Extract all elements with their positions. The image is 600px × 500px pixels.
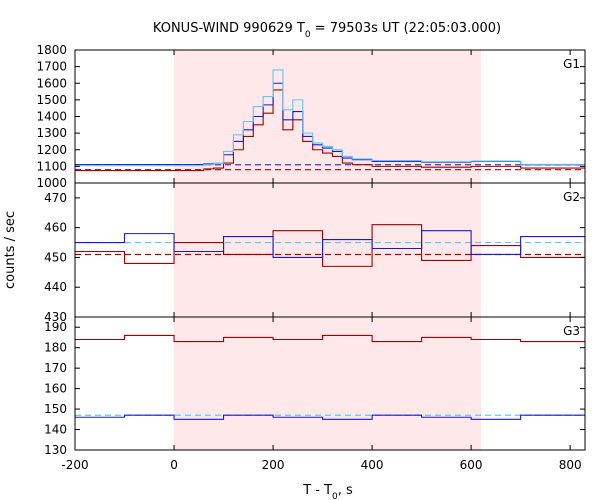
tick-layer: 1000110012001300140015001600170018004304… bbox=[36, 43, 585, 472]
chart-title-tail: = 79503s UT (22:05:03.000) bbox=[311, 21, 501, 36]
chart-title-sub: 0 bbox=[305, 30, 311, 40]
x-tick-label--200: -200 bbox=[61, 458, 88, 472]
y-axis-title: counts / sec bbox=[3, 211, 18, 289]
panel-3-y-tick-label-140: 140 bbox=[44, 423, 67, 437]
chart-title: KONUS-WIND 990629 T0 = 79503s UT (22:05:… bbox=[153, 21, 501, 40]
x-tick-label-200: 200 bbox=[262, 458, 285, 472]
panel-3-y-tick-label-190: 190 bbox=[44, 320, 67, 334]
panel-2-label: G2 bbox=[563, 190, 580, 204]
highlight-layer bbox=[174, 50, 482, 450]
panel-2-series-red bbox=[75, 224, 585, 267]
panel-3-frame bbox=[74, 316, 586, 451]
panel-3-y-tick-label-150: 150 bbox=[44, 402, 67, 416]
x-axis-title-main: T - T bbox=[302, 483, 332, 498]
panel-3-series-red bbox=[75, 334, 585, 343]
panel-3-y-tick-label-170: 170 bbox=[44, 361, 67, 375]
panel-2-y-tick-label-470: 470 bbox=[44, 191, 67, 205]
panel-1-y-tick-label-1300: 1300 bbox=[36, 126, 67, 140]
panel-3-label: G3 bbox=[563, 324, 580, 338]
panel-2-y-tick-label-440: 440 bbox=[44, 280, 67, 294]
panel-3-series-blue bbox=[75, 414, 585, 420]
panel-3-y-tick-label-130: 130 bbox=[44, 443, 67, 457]
x-tick-label-800: 800 bbox=[559, 458, 582, 472]
panel-1-y-tick-label-1800: 1800 bbox=[36, 43, 67, 57]
plot-layer bbox=[75, 69, 585, 420]
panel-1-y-tick-label-1000: 1000 bbox=[36, 176, 67, 190]
panel-1-y-tick-label-1400: 1400 bbox=[36, 110, 67, 124]
highlight-interval bbox=[174, 50, 482, 450]
panel-1-plot bbox=[75, 69, 585, 172]
x-axis-title-tail: , s bbox=[338, 483, 353, 498]
x-tick-label-600: 600 bbox=[460, 458, 483, 472]
panel-3-plot bbox=[75, 334, 585, 420]
panel-2-y-tick-label-460: 460 bbox=[44, 221, 67, 235]
panel-1-label: G1 bbox=[563, 57, 580, 71]
x-axis-title-sub: 0 bbox=[332, 492, 338, 500]
panel-2-y-tick-label-430: 430 bbox=[44, 310, 67, 324]
x-tick-label-400: 400 bbox=[361, 458, 384, 472]
panel-1-y-tick-label-1700: 1700 bbox=[36, 60, 67, 74]
panel-1-y-tick-label-1100: 1100 bbox=[36, 159, 67, 173]
panel-1-y-tick-label-1500: 1500 bbox=[36, 93, 67, 107]
panel-1-series-cyan bbox=[75, 69, 585, 167]
panel-3-y-tick-label-180: 180 bbox=[44, 341, 67, 355]
panel-2-plot bbox=[75, 224, 585, 267]
x-axis-title: T - T0, s bbox=[302, 483, 353, 500]
chart-title-main: KONUS-WIND 990629 T bbox=[153, 21, 305, 36]
panel-2-y-tick-label-450: 450 bbox=[44, 250, 67, 264]
x-tick-label-0: 0 bbox=[170, 458, 178, 472]
panel-1-y-tick-label-1200: 1200 bbox=[36, 143, 67, 157]
panel-3-y-tick-label-160: 160 bbox=[44, 382, 67, 396]
panel-1-y-tick-label-1600: 1600 bbox=[36, 76, 67, 90]
panel-2-series-blue bbox=[75, 230, 585, 258]
